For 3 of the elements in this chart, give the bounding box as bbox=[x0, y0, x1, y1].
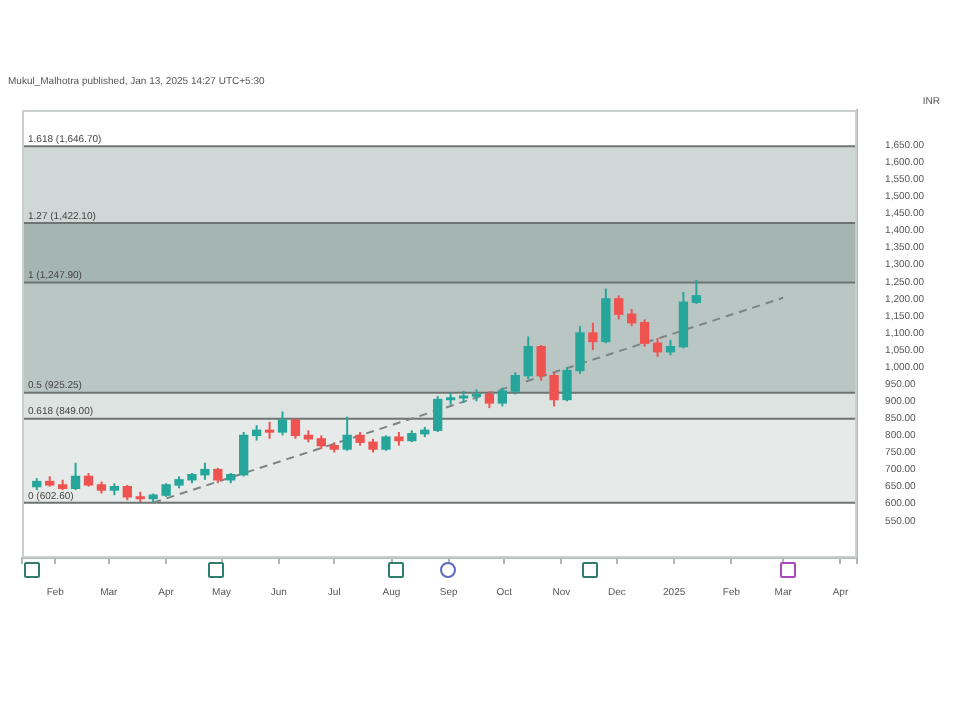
candlestick bbox=[458, 390, 469, 404]
candlestick bbox=[381, 434, 391, 452]
candlestick bbox=[394, 431, 404, 447]
